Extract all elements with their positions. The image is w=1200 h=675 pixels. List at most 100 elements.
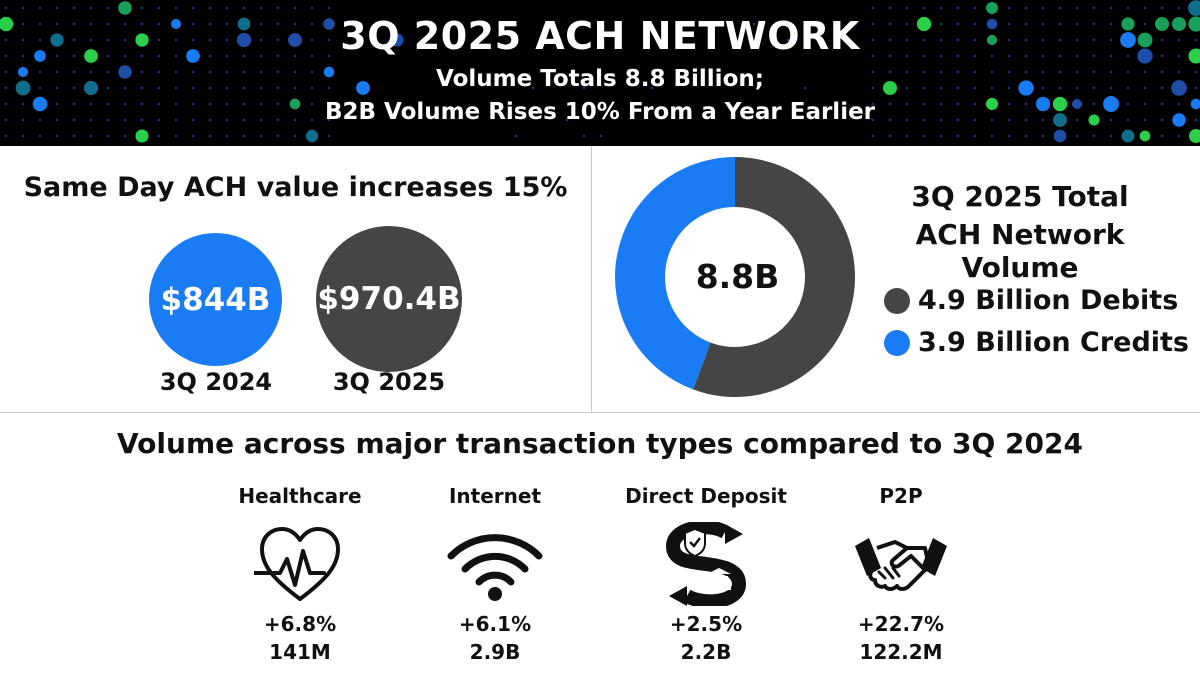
type-change-internet: +6.1% xyxy=(400,612,590,636)
header-dot xyxy=(243,7,246,10)
vertical-divider xyxy=(591,146,592,412)
header-dot xyxy=(226,7,229,10)
same-day-2024-value: $844B xyxy=(161,282,271,318)
legend-label-debits: 4.9 Billion Debits xyxy=(918,285,1178,316)
header-dot xyxy=(118,1,132,15)
header-dot xyxy=(90,7,93,10)
header-dot xyxy=(1122,130,1135,143)
header-dot xyxy=(1076,7,1079,10)
header-dot xyxy=(889,135,892,138)
header-dot xyxy=(294,7,297,10)
header-dot xyxy=(5,7,8,10)
header-dot xyxy=(328,7,331,10)
transaction-types-heading: Volume across major transaction types co… xyxy=(0,427,1200,460)
total-volume-title-line1: 3Q 2025 Total xyxy=(860,180,1180,213)
type-change-healthcare: +6.8% xyxy=(205,612,395,636)
type-volume-p2p: 122.2M xyxy=(806,640,996,664)
header-dot xyxy=(277,135,280,138)
header-dot xyxy=(1059,7,1062,10)
horizontal-divider xyxy=(0,412,1200,413)
type-volume-internet: 2.9B xyxy=(400,640,590,664)
type-name-p2p: P2P xyxy=(806,484,996,510)
header-dot xyxy=(1178,135,1181,138)
header-dot xyxy=(1161,7,1164,10)
header-dot xyxy=(1025,135,1028,138)
header-dot xyxy=(1110,135,1113,138)
type-healthcare: Healthcare +6.8% 141M xyxy=(205,484,395,664)
header-dot xyxy=(600,135,603,138)
header-dot xyxy=(192,135,195,138)
header-dot xyxy=(515,135,518,138)
header-dot xyxy=(957,7,960,10)
type-internet: Internet +6.1% 2.9B xyxy=(400,484,590,664)
header-dot xyxy=(124,135,127,138)
header-dot xyxy=(889,7,892,10)
header-dot xyxy=(22,135,25,138)
header-dot xyxy=(991,135,994,138)
header-dot xyxy=(175,135,178,138)
header-dot xyxy=(923,135,926,138)
header-dot xyxy=(1093,7,1096,10)
header-dot xyxy=(940,135,943,138)
header-dot xyxy=(923,7,926,10)
type-name-healthcare: Healthcare xyxy=(205,484,395,510)
header-dot xyxy=(294,135,297,138)
header-dot xyxy=(260,7,263,10)
type-change-p2p: +22.7% xyxy=(806,612,996,636)
header-dot xyxy=(209,7,212,10)
same-day-2024-label: 3Q 2024 xyxy=(126,368,306,396)
header-dot xyxy=(135,129,148,142)
header-dot xyxy=(1110,7,1113,10)
header-dot xyxy=(1025,7,1028,10)
header-dot xyxy=(141,7,144,10)
header-dot xyxy=(56,7,59,10)
header-dot xyxy=(1178,7,1181,10)
header-dot xyxy=(306,130,318,142)
page-title: 3Q 2025 ACH NETWORK xyxy=(0,14,1200,58)
type-change-direct-deposit: +2.5% xyxy=(611,612,801,636)
header-dot xyxy=(39,135,42,138)
header-dot xyxy=(974,135,977,138)
header-dot xyxy=(107,135,110,138)
header-dot xyxy=(1189,129,1200,143)
same-day-2024-circle: $844B xyxy=(149,233,282,366)
header-dot xyxy=(73,7,76,10)
header-dot xyxy=(957,135,960,138)
same-day-heading: Same Day ACH value increases 15% xyxy=(0,172,591,203)
header-dot xyxy=(311,7,314,10)
wifi-icon xyxy=(445,526,545,602)
header-dot xyxy=(22,7,25,10)
legend-item-credits: 3.9 Billion Credits xyxy=(884,327,1189,358)
header-dot xyxy=(1042,135,1045,138)
header-dot xyxy=(1140,131,1151,142)
header-dot xyxy=(192,7,195,10)
header-dot xyxy=(1054,130,1067,143)
legend-swatch-debits xyxy=(884,288,910,314)
header-dot xyxy=(175,7,178,10)
header-dot xyxy=(90,135,93,138)
header-dot xyxy=(1093,135,1096,138)
type-volume-healthcare: 141M xyxy=(205,640,395,664)
header-dot xyxy=(1076,135,1079,138)
header-dot xyxy=(226,135,229,138)
same-day-2025-value: $970.4B xyxy=(317,281,460,317)
heart-pulse-icon xyxy=(254,523,346,605)
header-dot xyxy=(1161,135,1164,138)
legend-label-credits: 3.9 Billion Credits xyxy=(918,327,1189,358)
header-dot xyxy=(277,7,280,10)
header-dot xyxy=(1008,135,1011,138)
legend-swatch-credits xyxy=(884,330,910,356)
header-dot xyxy=(940,7,943,10)
legend-item-debits: 4.9 Billion Debits xyxy=(884,285,1178,316)
header-dot xyxy=(39,7,42,10)
header-dot xyxy=(906,7,909,10)
header-dot xyxy=(260,135,263,138)
header-dot xyxy=(158,135,161,138)
header-dot xyxy=(56,135,59,138)
type-p2p: P2P +22.7% 122.2M xyxy=(806,484,996,664)
donut-center-label: 8.8B xyxy=(680,257,795,296)
direct-deposit-icon xyxy=(663,522,749,606)
header-dot xyxy=(583,135,586,138)
header-dot xyxy=(1127,7,1130,10)
handshake-icon xyxy=(853,528,949,600)
